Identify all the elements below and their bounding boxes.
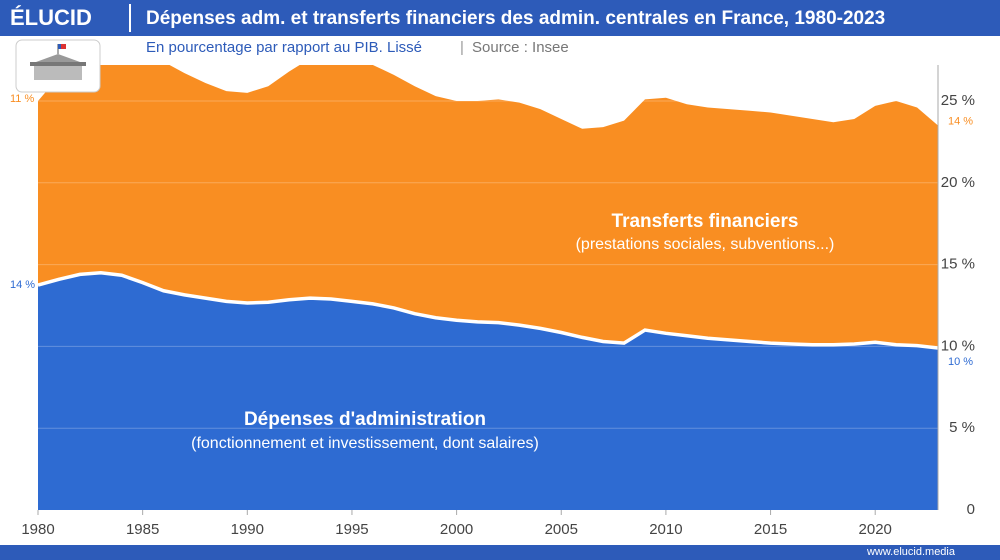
logo-icon: [15, 39, 101, 93]
series-label: Dépenses d'administration: [244, 409, 486, 430]
y-tick-label: 0: [967, 501, 975, 518]
y-tick-label: 20 %: [941, 174, 975, 191]
y-tick-label: 15 %: [941, 256, 975, 273]
brand: ÉLUCID: [10, 5, 92, 30]
chart-title: Dépenses adm. et transferts financiers d…: [146, 8, 885, 29]
x-tick-label: 1995: [335, 521, 368, 538]
x-tick-label: 2010: [649, 521, 682, 538]
series-description: (fonctionnement et investissement, dont …: [191, 435, 539, 452]
plot-area: [38, 65, 938, 510]
series-label: Transferts financiers: [612, 211, 799, 232]
boundary-line: [38, 271, 938, 350]
x-tick-label: 2015: [754, 521, 787, 538]
area: [38, 272, 938, 510]
x-tick-label: 2000: [440, 521, 473, 538]
y-tick-label: 10 %: [941, 337, 975, 354]
footer-url: www.elucid.media: [866, 546, 956, 558]
value-label: 14 %: [10, 279, 35, 291]
separator: |: [460, 39, 464, 56]
chart-subtitle: En pourcentage par rapport au PIB. Lissé: [146, 39, 422, 56]
x-tick-label: 2005: [545, 521, 578, 538]
footer-bar: [0, 545, 1000, 560]
value-label: 11 %: [10, 93, 34, 105]
header-bar: [0, 0, 1000, 36]
series-description: (prestations sociales, subventions...): [576, 236, 835, 253]
value-label: 10 %: [948, 356, 973, 368]
x-tick-label: 1985: [126, 521, 159, 538]
x-tick-label: 1990: [231, 521, 264, 538]
y-tick-label: 5 %: [949, 419, 975, 436]
value-label: 14 %: [948, 115, 973, 127]
y-tick-label: 25 %: [941, 92, 975, 109]
area: [38, 65, 938, 349]
x-tick-label: 1980: [21, 521, 54, 538]
x-tick-label: 2020: [859, 521, 892, 538]
source: Source : Insee: [472, 39, 569, 56]
